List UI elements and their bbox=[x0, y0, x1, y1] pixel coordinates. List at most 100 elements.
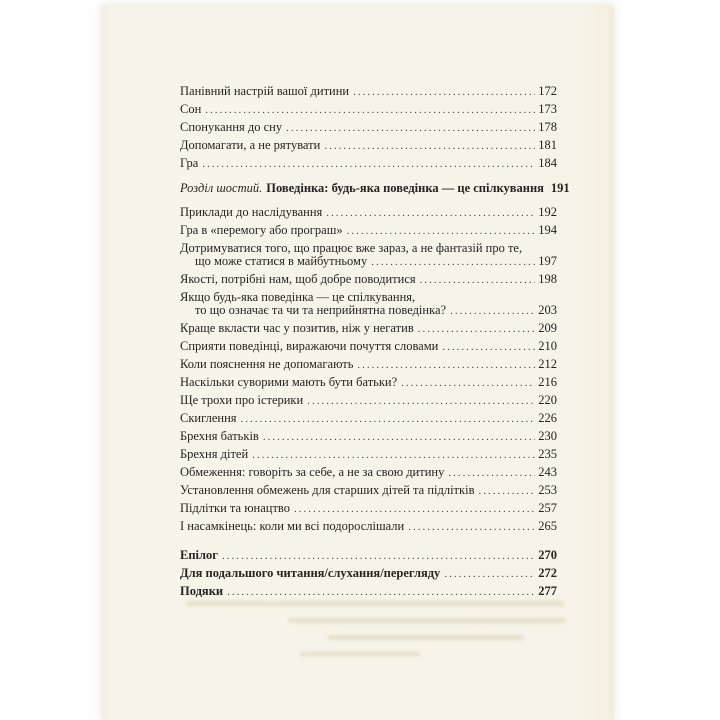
bleed-through-smudge bbox=[288, 618, 566, 623]
chapter-heading: Розділ шостий. Поведінка: будь-яка повед… bbox=[180, 181, 570, 196]
toc-entry-page: 226 bbox=[538, 411, 557, 425]
dot-leader bbox=[205, 104, 535, 117]
dot-leader bbox=[263, 431, 535, 444]
dot-leader bbox=[408, 521, 535, 534]
dot-leader bbox=[444, 568, 535, 581]
dot-leader bbox=[448, 467, 535, 480]
toc-entry-acknowledgements: Подяки 277 bbox=[180, 585, 557, 599]
toc-entry-epilogue: Епілог 270 bbox=[180, 549, 557, 563]
toc-entry-page: 230 bbox=[538, 429, 557, 443]
toc-entry-title: Спонукання до сну bbox=[180, 120, 283, 134]
toc-entry-page: 209 bbox=[538, 321, 557, 335]
toc-entry-title: Епілог bbox=[180, 548, 218, 562]
toc-entry: Брехня батьків 230 bbox=[180, 430, 557, 444]
toc-entry-page: 220 bbox=[538, 393, 557, 407]
dot-leader bbox=[324, 140, 535, 153]
toc-entry-page: 277 bbox=[538, 584, 557, 598]
toc-entry-page: 212 bbox=[538, 357, 557, 371]
toc-entry-title: Гра в «перемогу або програш» bbox=[180, 223, 343, 237]
dot-leader bbox=[252, 449, 535, 462]
dot-leader bbox=[401, 377, 535, 390]
dot-leader bbox=[241, 413, 536, 426]
toc-entry-page: 178 bbox=[538, 120, 557, 134]
dot-leader bbox=[420, 274, 536, 287]
toc-entry: Коли пояснення не допомагають 212 bbox=[180, 358, 557, 372]
toc-entry-title: Підлітки та юнацтво bbox=[180, 501, 291, 515]
toc-entry-title-line2: то що означає та чи та неприйнятна повед… bbox=[195, 303, 447, 317]
toc-entry: Спонукання до сну 178 bbox=[180, 121, 557, 135]
chapter-number-label: Розділ шостий. bbox=[180, 181, 263, 195]
toc-entry-title: Брехня батьків bbox=[180, 429, 259, 443]
toc-entry-title: Брехня дітей bbox=[180, 447, 249, 461]
toc-entry-page: 203 bbox=[538, 303, 557, 317]
toc-entry-title-line1: Якщо будь-яка поведінка — це спілкування… bbox=[180, 290, 416, 304]
toc-entry-title-line1: Дотримуватися того, що працює вже зараз,… bbox=[180, 241, 523, 255]
dot-leader bbox=[202, 158, 535, 171]
toc-entry: Приклади до наслідування 192 bbox=[180, 206, 557, 220]
toc-entry-title: Для подальшого читання/слухання/перегляд… bbox=[180, 566, 441, 580]
toc-entry-title: І насамкінець: коли ми всі подорослішали bbox=[180, 519, 405, 533]
toc-entry-page: 194 bbox=[538, 223, 557, 237]
toc-entry-page: 270 bbox=[538, 548, 557, 562]
toc-entry: Якщо будь-яка поведінка — це спілкування… bbox=[180, 291, 557, 318]
bleed-through-smudge bbox=[300, 652, 420, 656]
toc-entry-page: 198 bbox=[538, 272, 557, 286]
dot-leader bbox=[442, 341, 535, 354]
dot-leader bbox=[294, 503, 535, 516]
toc-entry: Сприяти поведінці, виражаючи почуття сло… bbox=[180, 340, 557, 354]
toc-entry-title: Установлення обмежень для старших дітей … bbox=[180, 483, 475, 497]
dot-leader bbox=[450, 305, 535, 318]
toc-entry-title: Приклади до наслідування bbox=[180, 205, 323, 219]
toc-entry-page: 216 bbox=[538, 375, 557, 389]
toc-entry: Дотримуватися того, що працює вже зараз,… bbox=[180, 242, 557, 269]
toc-entry-page: 184 bbox=[538, 156, 557, 170]
toc-entry-title: Наскільки суворими мають бути батьки? bbox=[180, 375, 398, 389]
toc-entry-title: Допомагати, а не рятувати bbox=[180, 138, 321, 152]
toc-entry-title: Сприяти поведінці, виражаючи почуття сло… bbox=[180, 339, 439, 353]
toc-entry-page: 191 bbox=[550, 181, 570, 195]
toc-entry: Наскільки суворими мають бути батьки? 21… bbox=[180, 376, 557, 390]
toc-entry-page: 257 bbox=[538, 501, 557, 515]
toc-entry: Підлітки та юнацтво 257 bbox=[180, 502, 557, 516]
toc-entry: Краще вкласти час у позитив, ніж у негат… bbox=[180, 322, 557, 336]
toc-entry: Ще трохи про істерики 220 bbox=[180, 394, 557, 408]
toc-entry-further-reading: Для подальшого читання/слухання/перегляд… bbox=[180, 567, 557, 581]
toc-entry: Установлення обмежень для старших дітей … bbox=[180, 484, 557, 498]
chapter-title: Поведінка: будь-яка поведінка — це спілк… bbox=[266, 181, 544, 195]
toc-entry-page: 210 bbox=[538, 339, 557, 353]
toc-entry-title: Якості, потрібні нам, щоб добре поводити… bbox=[180, 272, 416, 286]
toc-entry: Гра в «перемогу або програш» 194 bbox=[180, 224, 557, 238]
toc-entry-page: 173 bbox=[538, 102, 557, 116]
toc-entry-page: 192 bbox=[538, 205, 557, 219]
toc-entry-page: 253 bbox=[538, 483, 557, 497]
toc-entry: Скиглення 226 bbox=[180, 412, 557, 426]
toc-entry-page: 235 bbox=[538, 447, 557, 461]
bleed-through-smudge bbox=[186, 601, 564, 606]
toc-entry-page: 181 bbox=[538, 138, 557, 152]
dot-leader bbox=[227, 586, 535, 599]
dot-leader bbox=[347, 225, 536, 238]
toc-entry-title: Скиглення bbox=[180, 411, 237, 425]
dot-leader bbox=[286, 122, 535, 135]
dot-leader bbox=[478, 485, 535, 498]
toc-entry-page: 172 bbox=[538, 84, 557, 98]
dot-leader bbox=[326, 207, 535, 220]
toc-entry-page: 265 bbox=[538, 519, 557, 533]
toc-entry: Допомагати, а не рятувати 181 bbox=[180, 139, 557, 153]
toc-entry-title: Гра bbox=[180, 156, 199, 170]
toc-entry-title: Обмеження: говоріть за себе, а не за сво… bbox=[180, 465, 445, 479]
toc-entry-title: Коли пояснення не допомагають bbox=[180, 357, 354, 371]
dot-leader bbox=[222, 550, 535, 563]
dot-leader bbox=[371, 256, 535, 269]
dot-leader bbox=[307, 395, 535, 408]
toc-entry: Гра 184 bbox=[180, 157, 557, 171]
dot-leader bbox=[418, 323, 536, 336]
toc-entry-title: Панівний настрій вашої дитини bbox=[180, 84, 350, 98]
toc-entry-page: 197 bbox=[538, 254, 557, 268]
toc-entry: Обмеження: говоріть за себе, а не за сво… bbox=[180, 466, 557, 480]
toc-entry-title: Сон bbox=[180, 102, 202, 116]
toc-entry-page: 272 bbox=[538, 566, 557, 580]
toc-entry-page: 243 bbox=[538, 465, 557, 479]
dot-leader bbox=[353, 86, 535, 99]
toc-entry: Панівний настрій вашої дитини 172 bbox=[180, 85, 557, 99]
